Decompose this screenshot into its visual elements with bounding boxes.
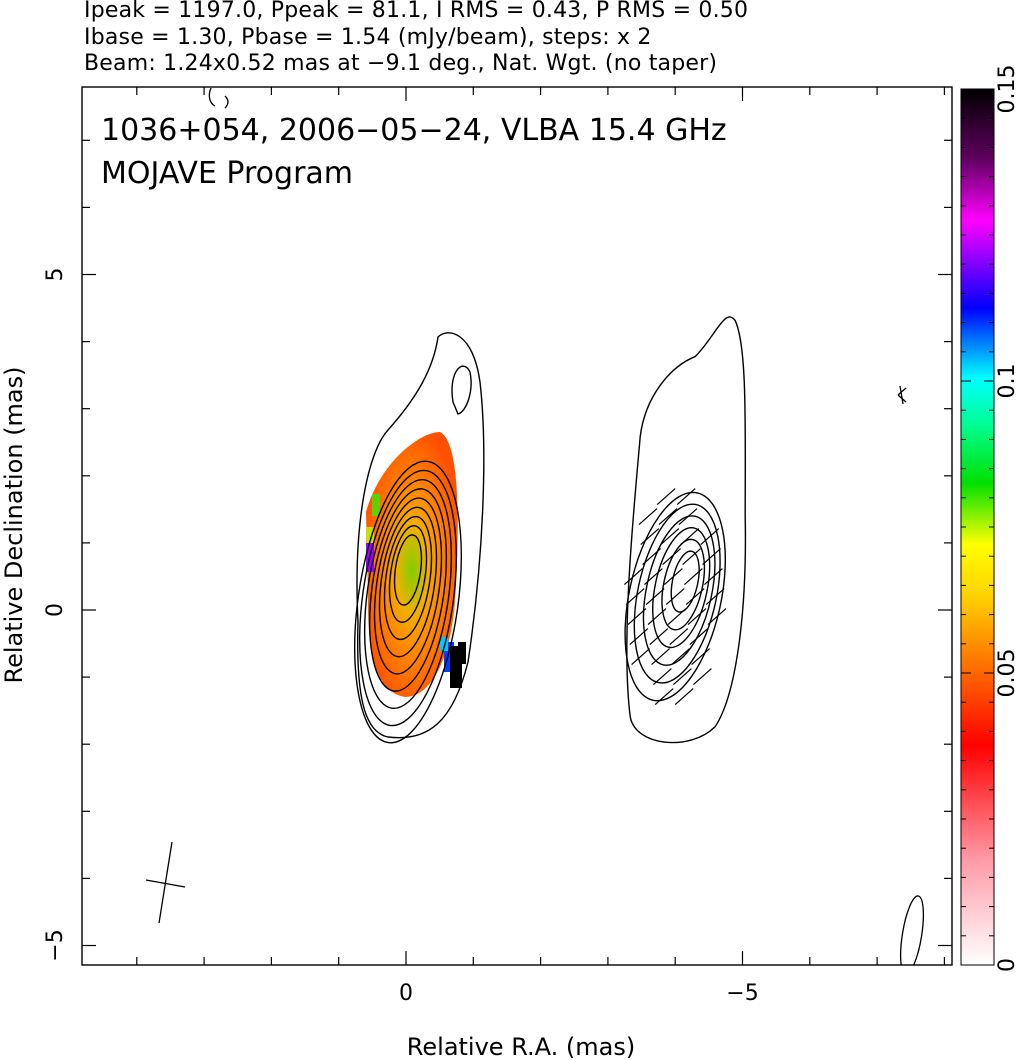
polarization-vector: [658, 508, 678, 526]
polarization-vector: [660, 528, 680, 546]
polarization-vector: [645, 588, 665, 606]
polarization-vector: [662, 548, 681, 566]
main-hole-contour: [451, 365, 472, 415]
intensity-contours: [208, 87, 907, 744]
polarization-vector: [687, 608, 707, 626]
polarization-vector: [676, 488, 696, 506]
x-tick-label: 0: [399, 981, 413, 1006]
x-axis-label: Relative R.A. (mas): [407, 1033, 635, 1060]
edge-contour-fragment: [208, 87, 229, 109]
polarization-vector: [640, 528, 660, 546]
edge-pixel-green: [372, 494, 380, 516]
polarization-vector: [627, 608, 647, 626]
polarization-vector: [669, 628, 689, 646]
polarization-vector: [629, 628, 649, 646]
edge-pixel-blue: [444, 642, 454, 672]
program-annotation: MOJAVE Program: [101, 156, 353, 191]
polarization-vector: [664, 568, 683, 586]
secondary-contour: [652, 526, 711, 649]
crosshair-major-axis: [158, 841, 173, 924]
y-tick-label: −5: [43, 929, 68, 961]
polarization-vector: [654, 688, 674, 706]
secondary-outer-contour: [626, 316, 747, 744]
polarization-vector: [642, 548, 661, 566]
edge-pixel-black: [458, 642, 466, 664]
polarization-vector: [685, 588, 705, 606]
main-contour: [363, 478, 453, 710]
main-contour: [373, 497, 443, 675]
polarization-vector: [674, 688, 694, 706]
polarization-vector: [651, 648, 670, 666]
polarization-vector: [625, 588, 645, 606]
polarization-vector: [624, 568, 643, 586]
polarization-vector: [638, 508, 658, 526]
axis-ticks: [82, 87, 952, 965]
colorbar-tick-label: 0.1: [995, 364, 1020, 399]
main-contour: [393, 534, 423, 606]
main-contour: [358, 469, 458, 727]
main-contour: [383, 515, 433, 641]
secondary-contour: [670, 550, 700, 613]
polarization-vector: [667, 608, 687, 626]
colorbar-tick-label: 0: [995, 958, 1020, 972]
polarization-vector: [647, 608, 667, 626]
polarization-vector: [707, 608, 727, 626]
map-details: [145, 841, 925, 965]
x-tick-labels: 0 −5: [399, 981, 759, 1006]
polarization-vector: [671, 648, 690, 666]
small-contour-feature: [897, 385, 907, 405]
beam-ellipse: [899, 895, 925, 965]
colorbar-tick-labels: 0 0.05 0.1 0.15: [995, 65, 1020, 972]
secondary-contour: [661, 538, 706, 631]
polarization-vector: [653, 668, 672, 686]
y-axis-label: Relative Declination (mas): [0, 366, 28, 683]
polarization-vector: [665, 588, 685, 606]
polarization-vector: [649, 628, 669, 646]
secondary-contour: [642, 515, 716, 666]
header-line-2: Ibase = 1.30, Pbase = 1.54 (mJy/beam), s…: [84, 25, 652, 50]
header-line-1: Ipeak = 1197.0, Ppeak = 81.1, I RMS = 0.…: [84, 0, 749, 23]
map-area: [145, 87, 925, 965]
y-tick-label: 0: [43, 603, 68, 617]
header-line-3: Beam: 1.24x0.52 mas at −9.1 deg., Nat. W…: [84, 51, 718, 76]
secondary-contour: [633, 503, 721, 684]
polarization-vector: [704, 568, 723, 586]
main-contour: [378, 506, 438, 658]
polarization-vector: [678, 508, 698, 526]
polarization-vector: [684, 568, 703, 586]
polarization-vector: [693, 668, 712, 686]
colorbar-tick-label: 0.05: [995, 649, 1020, 698]
main-contour: [388, 525, 428, 623]
y-tick-labels: 5 0 −5: [43, 268, 68, 962]
main-contour: [353, 460, 463, 744]
x-tick-label: −5: [726, 981, 758, 1006]
edge-pixel-yellow: [366, 527, 374, 543]
polarization-vector: [702, 548, 721, 566]
colorbar: [960, 88, 995, 966]
polarization-vector: [691, 648, 710, 666]
main-outer-contour: [356, 332, 485, 739]
polarization-vector: [689, 628, 709, 646]
polarization-vector: [705, 588, 725, 606]
polarization-vector: [680, 528, 700, 546]
polarization-vector: [656, 488, 676, 506]
colorbar-ticks: [961, 88, 994, 966]
y-tick-label: 5: [43, 268, 68, 282]
polarization-vector: [631, 648, 650, 666]
source-annotation: 1036+054, 2006−05−24, VLBA 15.4 GHz: [101, 113, 727, 148]
polarization-vector: [682, 548, 701, 566]
polarization-vector: [700, 528, 720, 546]
main-contour: [368, 488, 448, 692]
colorbar-tick-label: 0.15: [995, 65, 1020, 114]
edge-pixel-cyan: [440, 637, 448, 651]
secondary-contour: [624, 491, 727, 702]
polarization-vectors: [624, 488, 727, 706]
polarization-vector: [644, 568, 663, 586]
crosshair-minor-axis: [145, 879, 186, 888]
polarization-vector: [673, 668, 692, 686]
plot-frame: [81, 86, 953, 966]
